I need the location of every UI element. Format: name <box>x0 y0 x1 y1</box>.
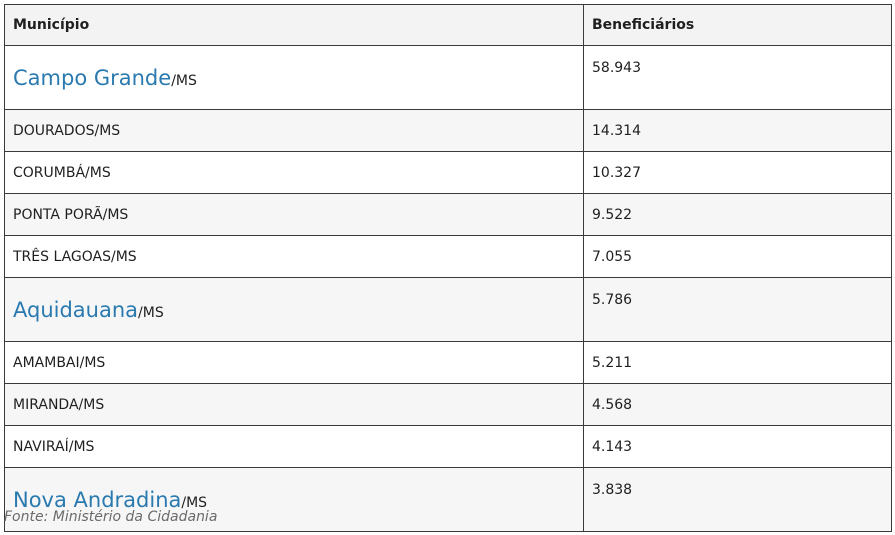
city-name: DOURADOS/MS <box>13 122 121 139</box>
city-link[interactable]: Aquidauana <box>13 297 139 322</box>
city-name: CORUMBÁ/MS <box>13 164 111 181</box>
city-link[interactable]: Campo Grande <box>13 65 172 90</box>
municipio-cell: CORUMBÁ/MS <box>4 151 584 194</box>
table-header-row: Município Beneficiários <box>4 4 892 46</box>
beneficiarios-cell: 7.055 <box>583 235 892 278</box>
table-row: CORUMBÁ/MS 10.327 <box>4 151 892 194</box>
table-row: TRÊS LAGOAS/MS 7.055 <box>4 235 892 278</box>
beneficiarios-cell: 14.314 <box>583 109 892 152</box>
beneficiarios-cell: 10.327 <box>583 151 892 194</box>
table-row: NAVIRAÍ/MS 4.143 <box>4 425 892 468</box>
column-header-municipio: Município <box>4 4 584 46</box>
municipio-cell: PONTA PORÃ/MS <box>4 193 584 236</box>
city-name: NAVIRAÍ/MS <box>13 438 95 455</box>
beneficiaries-table: Município Beneficiários Campo Grande/MS … <box>4 4 892 532</box>
city-name: AMAMBAI/MS <box>13 354 106 371</box>
table-row: Campo Grande/MS 58.943 <box>4 45 892 110</box>
municipio-cell: Campo Grande/MS <box>4 45 584 110</box>
municipio-cell: Nova Andradina/MS <box>4 467 584 532</box>
city-link[interactable]: Nova Andradina <box>13 487 182 512</box>
beneficiarios-cell: 5.211 <box>583 341 892 384</box>
city-name: TRÊS LAGOAS/MS <box>13 248 137 265</box>
beneficiarios-cell: 58.943 <box>583 45 892 110</box>
beneficiarios-cell: 4.568 <box>583 383 892 426</box>
city-name: MIRANDA/MS <box>13 396 105 413</box>
table-row: AMAMBAI/MS 5.211 <box>4 341 892 384</box>
municipio-cell: DOURADOS/MS <box>4 109 584 152</box>
municipio-cell: NAVIRAÍ/MS <box>4 425 584 468</box>
beneficiarios-cell: 3.838 <box>583 467 892 532</box>
table-row: MIRANDA/MS 4.568 <box>4 383 892 426</box>
table-row: Nova Andradina/MS 3.838 <box>4 467 892 532</box>
beneficiarios-cell: 9.522 <box>583 193 892 236</box>
municipio-cell: AMAMBAI/MS <box>4 341 584 384</box>
city-name: PONTA PORÃ/MS <box>13 206 129 223</box>
table-row: PONTA PORÃ/MS 9.522 <box>4 193 892 236</box>
municipio-cell: Aquidauana/MS <box>4 277 584 342</box>
municipio-cell: TRÊS LAGOAS/MS <box>4 235 584 278</box>
state-suffix: /MS <box>181 494 208 511</box>
municipio-cell: MIRANDA/MS <box>4 383 584 426</box>
state-suffix: /MS <box>171 72 197 89</box>
table-row: Aquidauana/MS 5.786 <box>4 277 892 342</box>
beneficiarios-cell: 4.143 <box>583 425 892 468</box>
state-suffix: /MS <box>138 304 164 321</box>
table-row: DOURADOS/MS 14.314 <box>4 109 892 152</box>
beneficiarios-cell: 5.786 <box>583 277 892 342</box>
source-caption: Fonte: Ministério da Cidadania <box>4 509 218 525</box>
column-header-beneficiarios: Beneficiários <box>583 4 892 46</box>
